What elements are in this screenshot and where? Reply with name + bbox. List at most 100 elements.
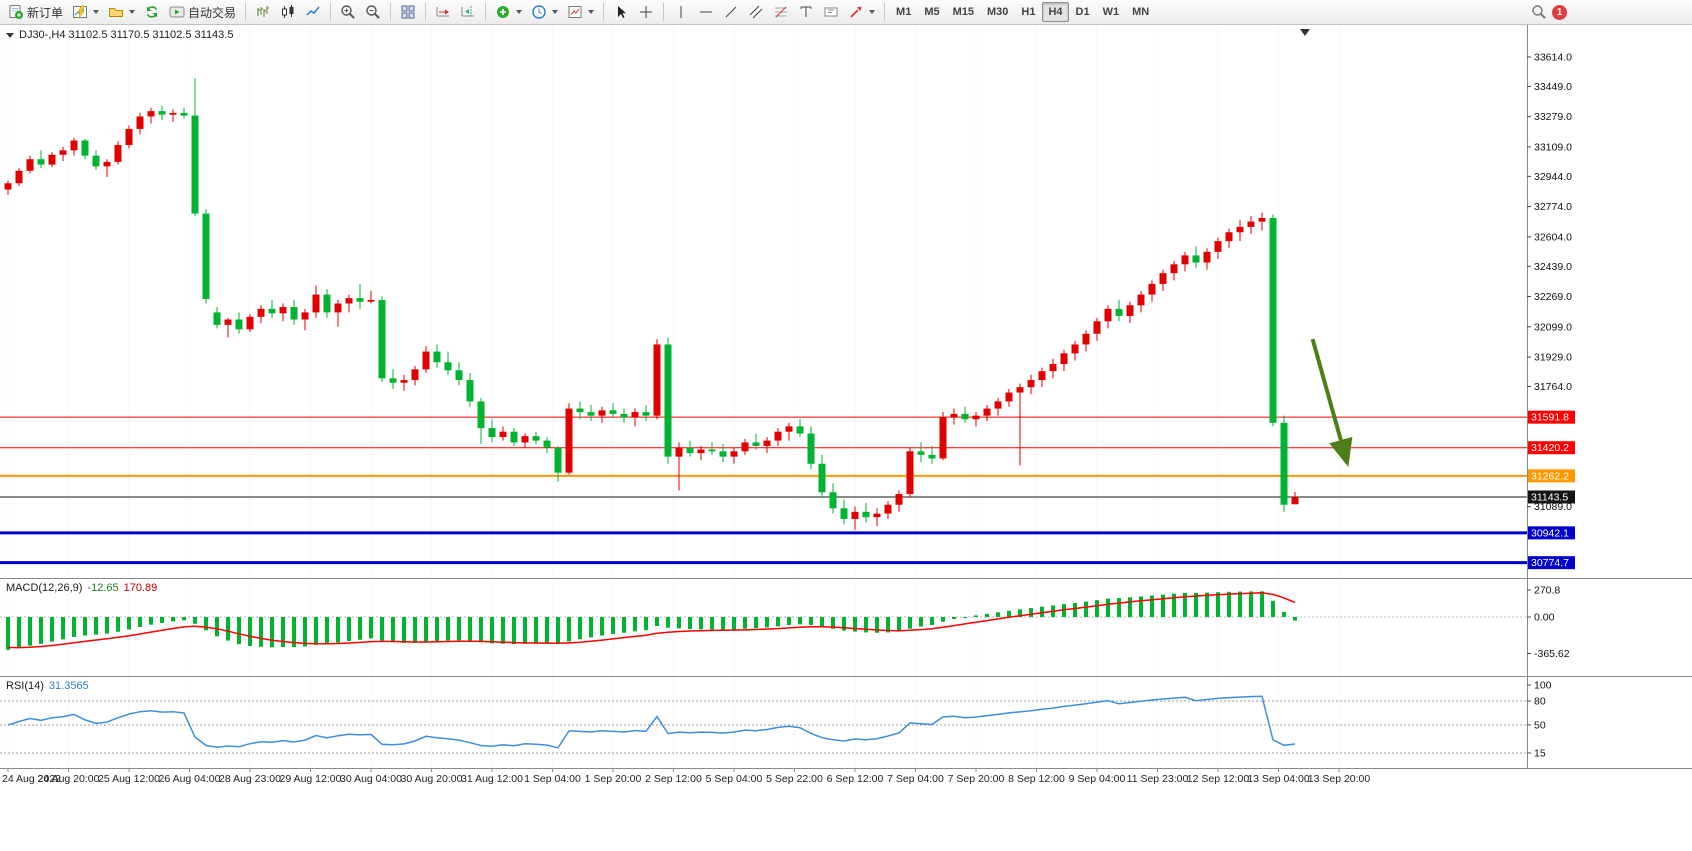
indicators-icon — [497, 6, 510, 18]
candlestick-chart-button[interactable] — [276, 1, 300, 23]
timeframe-h4[interactable]: H4 — [1042, 2, 1069, 22]
dropdown-caret-icon — [129, 10, 136, 14]
rsi-axis-label: 50 — [1534, 720, 1546, 732]
line-chart-icon — [306, 6, 320, 16]
trend-arrow-annotation[interactable] — [1310, 338, 1353, 468]
candle — [873, 513, 881, 518]
timeframe-d1[interactable]: D1 — [1070, 2, 1096, 22]
macd-histogram-bar — [1205, 592, 1209, 617]
timeframe-h1[interactable]: H1 — [1015, 2, 1041, 22]
macd-histogram-bar — [732, 617, 736, 630]
arrow-objects-button[interactable] — [844, 1, 879, 23]
profiles-button[interactable] — [104, 1, 139, 23]
collapse-arrow-icon[interactable] — [6, 32, 14, 38]
cursor-button[interactable] — [609, 1, 633, 23]
auto-scroll-button[interactable] — [431, 1, 455, 23]
candle — [1214, 241, 1222, 252]
candle — [796, 426, 804, 434]
line-chart-button[interactable] — [301, 1, 325, 23]
chart-shift-marker-icon[interactable] — [1300, 29, 1310, 36]
macd-histogram-bar — [578, 617, 582, 640]
candle — [1137, 294, 1145, 306]
macd-histogram-bar — [72, 617, 76, 637]
candle — [1247, 221, 1255, 227]
timeframe-w1[interactable]: W1 — [1097, 2, 1126, 22]
dropdown-caret-icon — [552, 10, 559, 14]
periods-button[interactable] — [527, 1, 562, 23]
macd-histogram-bar — [633, 617, 637, 632]
indicators-button[interactable] — [491, 1, 526, 23]
timeframe-m5[interactable]: M5 — [918, 2, 945, 22]
macd-histogram-bar — [248, 617, 252, 647]
fibonacci-tool-button[interactable] — [769, 1, 793, 23]
macd-histogram-bar — [127, 617, 131, 630]
macd-histogram-bar — [974, 615, 978, 617]
zoom-out-button[interactable] — [361, 1, 385, 23]
channel-tool-button[interactable] — [744, 1, 768, 23]
candle — [268, 308, 276, 314]
macd-panel-label: MACD(12,26,9) -12.65 170.89 — [6, 582, 157, 594]
candle — [367, 299, 375, 302]
candle — [576, 408, 584, 413]
macd-histogram-bar — [941, 617, 945, 622]
candle — [125, 128, 133, 145]
vertical-line-tool-button[interactable] — [669, 1, 693, 23]
macd-histogram-bar — [787, 617, 791, 626]
candle — [510, 431, 518, 443]
candle — [103, 161, 111, 167]
candle — [1027, 380, 1035, 388]
bar-chart-icon — [257, 6, 270, 17]
toolbar-separator — [330, 3, 332, 21]
time-axis-label: 1 Sep 20:00 — [585, 773, 642, 785]
time-axis-label: 13 Sep 04:00 — [1247, 773, 1310, 785]
zoom-in-button[interactable] — [336, 1, 360, 23]
macd-histogram-bar — [435, 617, 439, 642]
horizontal-line-tool-button[interactable] — [694, 1, 718, 23]
candle — [400, 380, 408, 383]
timeframe-m15[interactable]: M15 — [947, 2, 980, 22]
vertical-line-icon — [680, 6, 682, 18]
macd-histogram-bar — [413, 617, 417, 643]
new-order-button[interactable]: 新订单 — [4, 1, 67, 23]
templates-button[interactable] — [563, 1, 598, 23]
price-axis-label: 33279.0 — [1534, 111, 1572, 123]
macd-histogram-bar — [1007, 610, 1011, 617]
macd-histogram-bar — [6, 617, 10, 650]
macd-histogram-bar — [237, 617, 241, 645]
search-button[interactable] — [1527, 1, 1551, 23]
refresh-button[interactable] — [140, 1, 164, 23]
chart-shift-button[interactable] — [456, 1, 480, 23]
time-axis-label: 5 Sep 04:00 — [706, 773, 763, 785]
new-chart-button[interactable] — [68, 1, 103, 23]
trendline-tool-button[interactable] — [719, 1, 743, 23]
timeframe-m1[interactable]: M1 — [890, 2, 917, 22]
macd-histogram-bar — [347, 617, 351, 642]
macd-histogram-bar — [996, 612, 1000, 617]
macd-histogram-bar — [138, 617, 142, 627]
crosshair-button[interactable] — [634, 1, 658, 23]
macd-histogram-bar — [710, 617, 714, 630]
timeframe-m30[interactable]: M30 — [981, 2, 1014, 22]
candle — [147, 111, 155, 117]
chart-window[interactable]: 24 Aug 2022 24 Aug 20:00 25 Aug 12:00 26 Au… — [0, 25, 1692, 851]
candle — [752, 442, 760, 446]
candle — [730, 451, 738, 457]
candle — [202, 213, 210, 300]
time-axis-label: 12 Sep 12:00 — [1187, 773, 1250, 785]
refresh-icon — [146, 6, 158, 18]
price-axis-label: 31089.0 — [1534, 501, 1572, 513]
text-tool-button[interactable] — [794, 1, 818, 23]
candle — [81, 140, 89, 156]
macd-histogram-bar — [193, 617, 197, 624]
macd-histogram-bar — [39, 617, 43, 644]
auto-trading-button[interactable]: 自动交易 — [165, 1, 240, 23]
label-tool-button[interactable] — [819, 1, 843, 23]
tile-windows-button[interactable] — [396, 1, 420, 23]
timeframe-mn[interactable]: MN — [1126, 2, 1155, 22]
candle — [598, 410, 606, 416]
candle — [356, 298, 364, 302]
macd-indicator-name: MACD(12,26,9) — [6, 582, 83, 594]
bar-chart-button[interactable] — [251, 1, 275, 23]
notifications-badge[interactable]: 1 — [1552, 4, 1567, 20]
